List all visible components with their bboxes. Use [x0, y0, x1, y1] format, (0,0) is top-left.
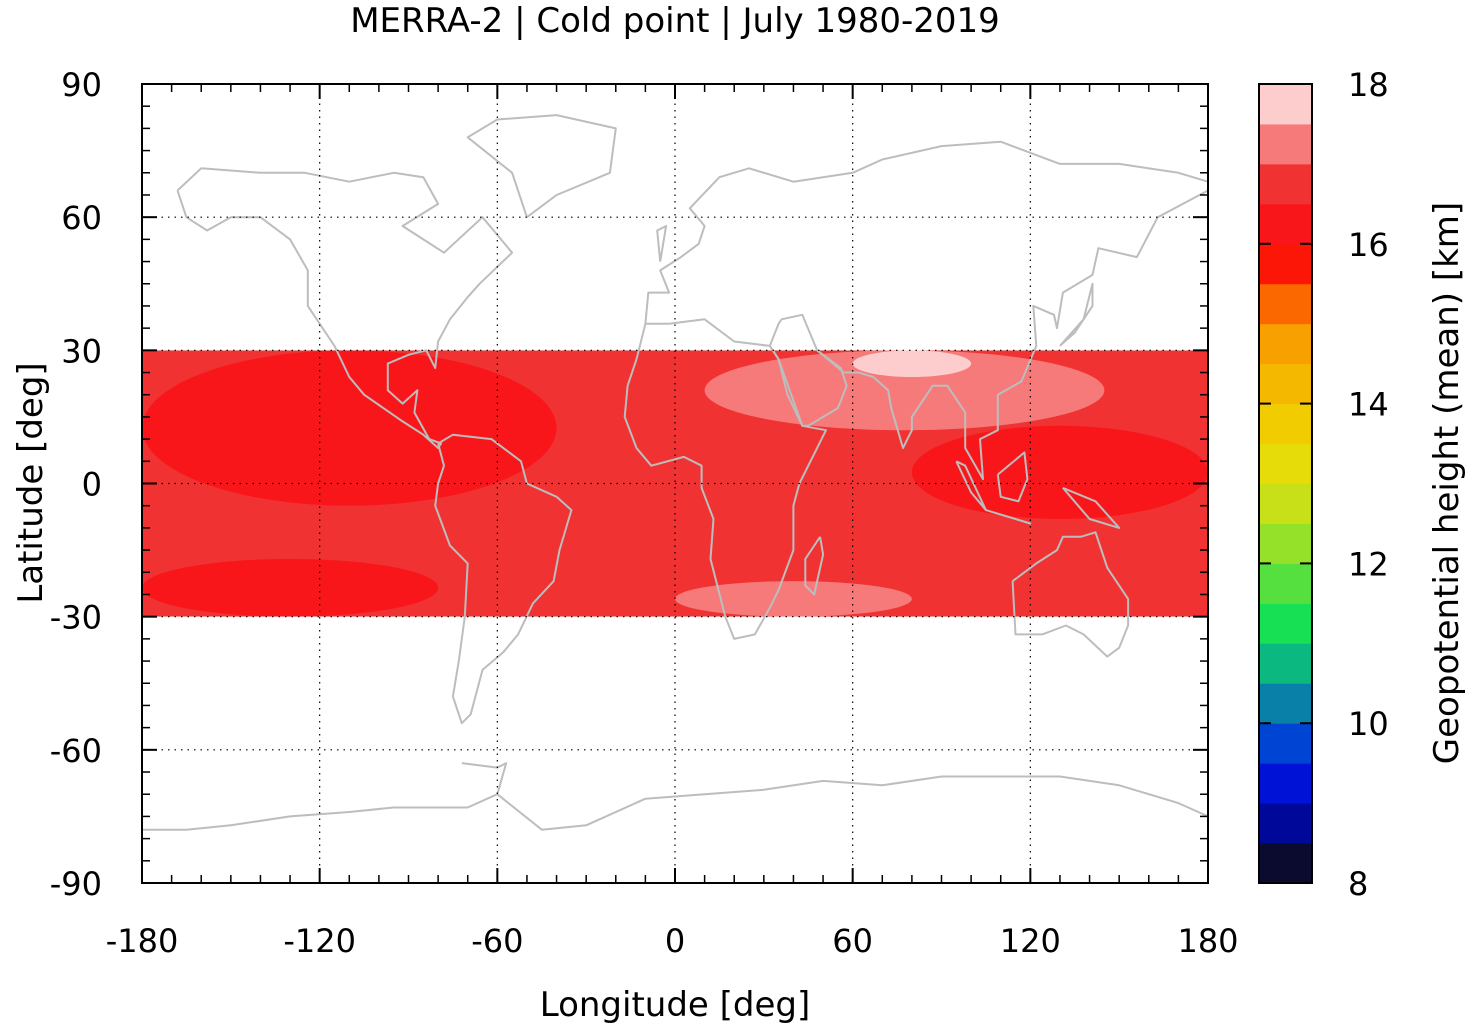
- coastline: [985, 509, 1032, 525]
- y-tick-label: 30: [61, 332, 102, 370]
- plot-frame: [141, 83, 1209, 884]
- colorbar-bin: [1259, 243, 1312, 285]
- minor-ticks: [142, 84, 1208, 883]
- coastline: [466, 114, 617, 219]
- y-tick-label: -60: [50, 732, 102, 770]
- colorbar-frame: [1258, 83, 1313, 884]
- colorbar-bin: [1259, 843, 1312, 884]
- coastline: [644, 140, 1209, 324]
- field-region: [142, 558, 439, 617]
- colorbar-bin: [1259, 803, 1312, 844]
- colorbar-bin: [1259, 683, 1312, 724]
- chart-title: MERRA-2 | Cold point | July 1980-2019: [350, 1, 1000, 41]
- field-region: [704, 350, 1105, 431]
- colorbar-bin: [1259, 84, 1312, 125]
- colorbar-bin: [1259, 603, 1312, 644]
- colorbar-bins: [1259, 84, 1312, 884]
- colorbar-bin: [1259, 643, 1312, 684]
- colorbar-tick-label: 12: [1348, 545, 1389, 583]
- colorbar-bin: [1259, 483, 1312, 524]
- y-tick-label: 60: [61, 199, 102, 237]
- x-tick-label: -60: [471, 922, 523, 960]
- x-tick-label: 0: [665, 922, 685, 960]
- colorbar-bin: [1259, 123, 1312, 165]
- colorbar-tick-label: 18: [1348, 66, 1389, 104]
- coastline: [1011, 531, 1130, 658]
- x-tick-label: -120: [283, 922, 356, 960]
- y-tick-labels: 90 60 30 0 -30 -60 -90: [50, 66, 102, 903]
- coastline: [656, 225, 668, 262]
- coastline: [142, 762, 508, 831]
- coastline: [176, 167, 514, 449]
- grid: [142, 84, 1208, 883]
- colorbar-bin: [1259, 763, 1312, 804]
- coastline: [816, 189, 1209, 481]
- colorbar-bin: [1259, 523, 1312, 564]
- coastline: [1062, 486, 1121, 529]
- colorbar-bin: [1259, 283, 1312, 325]
- x-axis-label: Longitude [deg]: [540, 985, 811, 1025]
- y-tick-label: 0: [82, 466, 102, 504]
- y-tick-label: -30: [50, 599, 102, 637]
- y-tick-label: -90: [50, 865, 102, 903]
- x-tick-labels: -180 -120 -60 0 60 120 180: [106, 922, 1239, 960]
- x-tick-label: -180: [106, 922, 179, 960]
- field-region: [142, 350, 557, 506]
- colorbar-bin: [1259, 563, 1312, 604]
- x-tick-label: 120: [1000, 922, 1061, 960]
- field-region: [852, 350, 972, 377]
- plot-area: [141, 83, 1209, 884]
- colorbar-bin: [1259, 203, 1312, 245]
- colorbar-bin: [1259, 403, 1312, 445]
- colorbar-tick-label: 16: [1348, 226, 1389, 264]
- y-tick-label: 90: [61, 66, 102, 104]
- x-tick-label: 180: [1177, 922, 1238, 960]
- colorbar-bin: [1259, 163, 1312, 205]
- colorbar-label: Geopotential height (mean) [km]: [1427, 202, 1467, 764]
- y-axis-label: Latitude [deg]: [11, 362, 51, 603]
- colorbar-tick-label: 14: [1348, 386, 1389, 424]
- field-region: [675, 581, 912, 617]
- colorbar-tick-label: 10: [1348, 705, 1389, 743]
- coastline: [996, 451, 1029, 503]
- coastline: [768, 313, 848, 427]
- colorbar: 8 10 12 14 16 18: [1258, 66, 1389, 903]
- coastline: [496, 775, 1209, 831]
- colorbar-tick-label: 8: [1348, 865, 1368, 903]
- coastline: [804, 536, 825, 596]
- field-region: [911, 425, 1208, 520]
- colorbar-bin: [1259, 723, 1312, 764]
- x-tick-label: 60: [832, 922, 873, 960]
- colorbar-bin: [1259, 323, 1312, 365]
- colorbar-bin: [1259, 363, 1312, 405]
- colorbar-tick-labels: 8 10 12 14 16 18: [1348, 66, 1389, 903]
- coastline: [1059, 282, 1094, 347]
- colorbar-bin: [1259, 443, 1312, 484]
